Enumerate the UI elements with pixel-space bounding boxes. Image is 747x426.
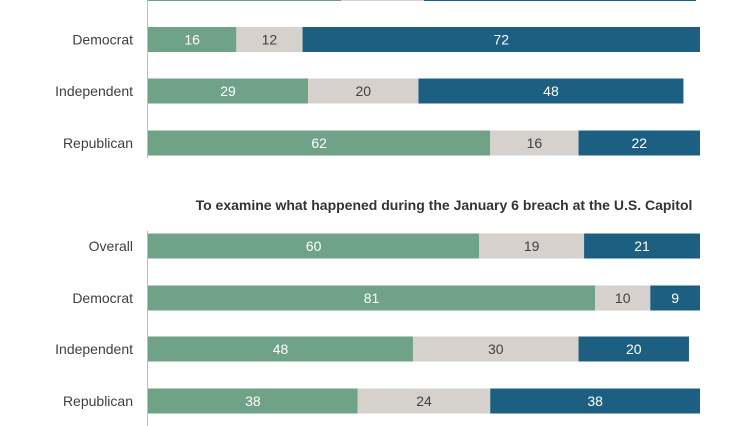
bar-row: Republican 38 24 38 xyxy=(63,388,700,414)
bar-segment xyxy=(308,78,419,104)
bar-segment xyxy=(578,336,689,362)
bar-row: Democrat 81 10 9 xyxy=(72,285,700,311)
bar-row: Democrat 16 12 72 xyxy=(72,27,700,52)
data-label: 22 xyxy=(631,135,647,151)
clipped-bar-gray xyxy=(341,0,424,1)
bar-segment xyxy=(148,285,596,311)
bar-row: Overall 60 19 21 xyxy=(89,233,700,259)
data-label: 20 xyxy=(626,341,642,357)
bar-segment xyxy=(595,285,651,311)
bar-row: Independent 48 30 20 xyxy=(55,336,689,362)
bar-segment xyxy=(148,336,413,362)
data-label: 48 xyxy=(273,341,289,357)
chart-panel-1: Democrat 16 12 72 Independent 29 20 48 Republica… xyxy=(55,0,700,158)
category-label: Democrat xyxy=(72,290,133,306)
data-label: 16 xyxy=(184,32,200,48)
category-label: Overall xyxy=(89,238,133,254)
category-label: Democrat xyxy=(72,32,133,48)
data-label: 9 xyxy=(671,290,679,306)
data-label: 60 xyxy=(306,238,322,254)
data-label: 24 xyxy=(416,393,432,409)
data-label: 16 xyxy=(527,135,543,151)
bar-segment xyxy=(148,27,237,52)
bar-segment xyxy=(357,388,491,414)
data-label: 38 xyxy=(245,393,261,409)
data-label: 62 xyxy=(311,135,327,151)
category-label: Republican xyxy=(63,135,133,151)
data-label: 30 xyxy=(488,341,504,357)
data-label: 38 xyxy=(587,393,603,409)
bar-segment xyxy=(578,130,700,156)
bar-segment xyxy=(479,233,585,259)
clipped-bar-green xyxy=(148,0,341,1)
bar-segment xyxy=(490,388,700,414)
data-label: 10 xyxy=(615,290,631,306)
data-label: 19 xyxy=(524,238,540,254)
data-label: 12 xyxy=(262,32,278,48)
data-label: 48 xyxy=(543,83,559,99)
category-label: Independent xyxy=(55,83,133,99)
bar-row: Independent 29 20 48 xyxy=(55,78,684,104)
bar-segment xyxy=(418,78,684,104)
bar-segment xyxy=(148,78,309,104)
chart-panel-2: To examine what happened during the Janu… xyxy=(55,197,700,426)
bar-row: Republican 62 16 22 xyxy=(63,130,700,156)
category-label: Independent xyxy=(55,341,133,357)
bar-segment xyxy=(148,130,491,156)
bar-segment xyxy=(584,233,700,259)
clipped-bar-blue xyxy=(424,0,696,1)
data-label: 81 xyxy=(364,290,380,306)
bar-segment xyxy=(412,336,579,362)
category-label: Republican xyxy=(63,393,133,409)
data-label: 20 xyxy=(355,83,371,99)
bar-segment xyxy=(490,130,579,156)
bar-segment xyxy=(236,27,303,52)
data-label: 29 xyxy=(220,83,236,99)
bar-segment xyxy=(302,27,700,52)
bar-segment xyxy=(148,388,358,414)
bar-segment xyxy=(650,285,700,311)
data-label: 72 xyxy=(493,32,509,48)
data-label: 21 xyxy=(634,238,650,254)
chart-title: To examine what happened during the Janu… xyxy=(196,197,693,213)
bar-segment xyxy=(148,233,480,259)
